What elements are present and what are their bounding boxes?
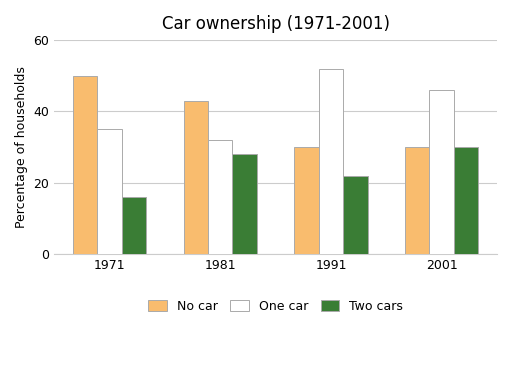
Bar xyxy=(122,197,146,254)
Legend: No car, One car, Two cars: No car, One car, Two cars xyxy=(143,295,409,318)
Bar xyxy=(208,140,232,254)
Title: Car ownership (1971-2001): Car ownership (1971-2001) xyxy=(162,15,390,33)
Bar xyxy=(294,147,319,254)
Bar xyxy=(232,154,257,254)
Bar xyxy=(184,101,208,254)
Bar xyxy=(343,175,368,254)
Bar xyxy=(454,147,478,254)
Bar xyxy=(73,76,97,254)
Bar xyxy=(430,90,454,254)
Bar xyxy=(97,129,122,254)
Bar xyxy=(405,147,430,254)
Bar xyxy=(319,69,343,254)
Y-axis label: Percentage of households: Percentage of households xyxy=(15,66,28,228)
